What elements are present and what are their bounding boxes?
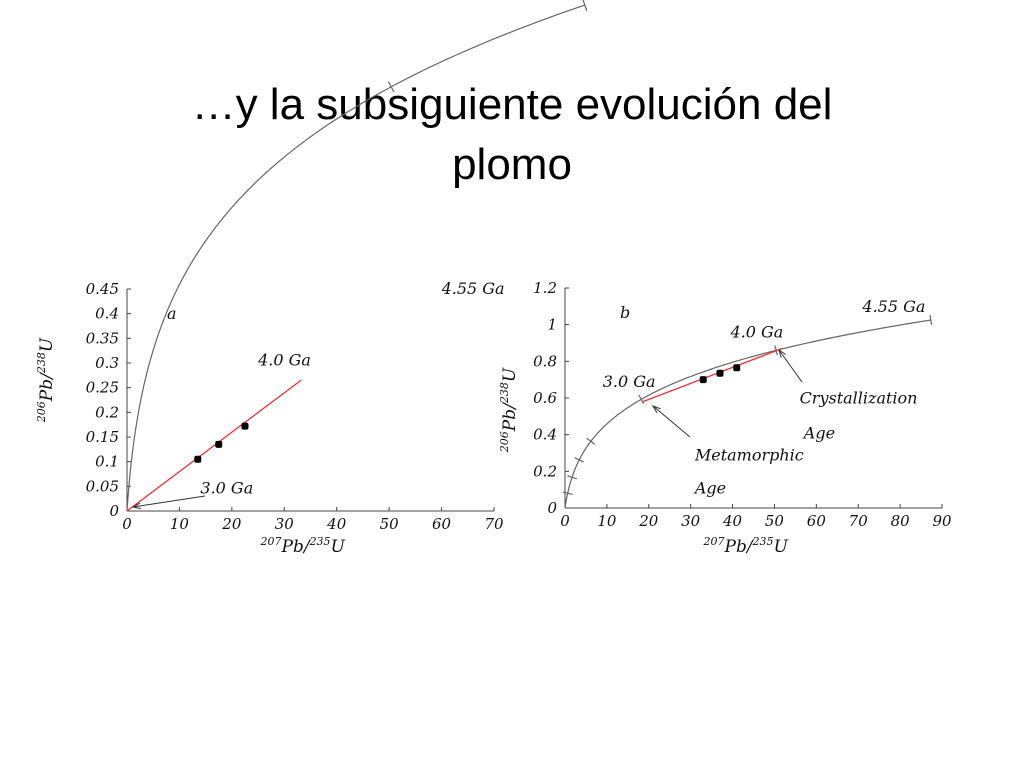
- y-tick-label: 0.3: [95, 354, 119, 372]
- y-tick-label: 0.8: [533, 352, 557, 370]
- x-tick-label: 60: [432, 515, 452, 533]
- age-tick-mark: [929, 314, 933, 326]
- annotation-label: 3.0 Ga: [200, 479, 253, 498]
- y-tick-label: 0: [547, 499, 557, 517]
- concordia-curve: [126, 4, 586, 512]
- annotation-label: 3.0 Ga: [603, 372, 656, 391]
- y-axis-title: 206Pb/238U: [35, 337, 57, 423]
- arrow-head: [651, 405, 661, 414]
- arrow-head: [778, 348, 786, 358]
- annotation-label: 4.55 Ga: [861, 297, 925, 316]
- panel-label: b: [620, 303, 630, 322]
- data-point: [716, 369, 724, 377]
- x-tick-label: 50: [380, 515, 400, 533]
- data-point: [733, 364, 741, 372]
- chart-panel-a: 0 10 20 30 40 50 60 7000.050.10.150.20.250.30.3…: [35, 0, 588, 557]
- age-tick-mark: [638, 394, 645, 404]
- y-tick-label: 1.2: [533, 279, 557, 297]
- y-tick-label: 0.05: [86, 477, 119, 495]
- chart-panel-b: 0 10 20 30 40 50 60 70 80 90 0 0.2 0.4 0.6 0.8 1 1.2 4.55…: [498, 279, 952, 557]
- x-tick-label: 30: [681, 512, 701, 530]
- x-tick-label: 60: [807, 512, 827, 530]
- annotation-arrow: [652, 405, 691, 438]
- annotation-arrow: [778, 349, 803, 383]
- y-tick-label: 0.4: [95, 305, 119, 323]
- y-tick-label: 0.4: [533, 426, 557, 444]
- annotation-label: Crystallization: [800, 389, 918, 408]
- data-point: [215, 440, 223, 448]
- age-tick-mark: [574, 457, 584, 463]
- discordia-line: [126, 379, 302, 512]
- x-tick-label: 70: [849, 512, 869, 530]
- x-tick-label: 30: [275, 515, 295, 533]
- y-tick-label: 0.1: [95, 453, 119, 471]
- x-tick-label: 70: [484, 515, 504, 533]
- x-axis-title: 207Pb/235U: [260, 535, 346, 557]
- y-tick-label: 1: [547, 316, 557, 334]
- slide-title-line2: plomo: [452, 140, 572, 189]
- x-tick-label: 10: [597, 512, 617, 530]
- concordia-curve: [564, 319, 931, 509]
- data-point: [194, 455, 202, 463]
- age-tick-mark: [582, 0, 588, 11]
- annotation-label: Age: [802, 423, 835, 442]
- x-tick-label: 0: [560, 512, 570, 530]
- y-tick-label: 0.25: [86, 379, 119, 397]
- y-axis-title: 206Pb/238U: [498, 367, 520, 453]
- annotation-label: Age: [693, 478, 726, 497]
- x-axis-title: 207Pb/235U: [703, 535, 789, 557]
- y-tick-label: 0.2: [95, 403, 119, 421]
- y-tick-label: 0.15: [86, 428, 119, 446]
- x-tick-label: 80: [891, 512, 911, 530]
- y-tick-label: 0: [109, 502, 119, 520]
- annotation-label: 4.0 Ga: [729, 323, 783, 342]
- age-tick-mark: [567, 475, 577, 480]
- x-tick-label: 40: [326, 515, 347, 533]
- x-tick-label: 10: [170, 515, 190, 533]
- slide-title-line1: …y la subsiguiente evolución del: [191, 80, 833, 129]
- x-tick-label: 90: [932, 512, 952, 530]
- arrow-head: [131, 502, 141, 510]
- x-tick-label: 50: [765, 512, 785, 530]
- data-point: [699, 376, 707, 384]
- annotation-label: 4.55 Ga: [441, 279, 505, 298]
- annotation-arrow: [132, 495, 206, 508]
- annotation-label: Metamorphic: [694, 445, 804, 464]
- y-tick-label: 0.45: [86, 280, 119, 298]
- data-point: [241, 422, 249, 430]
- age-tick-mark: [387, 81, 395, 93]
- y-tick-label: 0.2: [533, 462, 557, 480]
- age-tick-mark: [586, 437, 596, 445]
- annotation-label: 4.0 Ga: [257, 350, 311, 369]
- y-tick-label: 0.35: [86, 329, 119, 347]
- x-tick-label: 20: [638, 512, 659, 530]
- panel-label: a: [167, 304, 177, 323]
- age-tick-mark: [562, 491, 573, 495]
- y-tick-label: 0.6: [533, 389, 557, 407]
- x-tick-label: 0: [122, 515, 132, 533]
- discordia-line: [642, 347, 783, 403]
- slide-title: …y la subsiguiente evolución del plomo: [0, 75, 1024, 195]
- x-tick-label: 20: [221, 515, 242, 533]
- x-tick-label: 40: [722, 512, 743, 530]
